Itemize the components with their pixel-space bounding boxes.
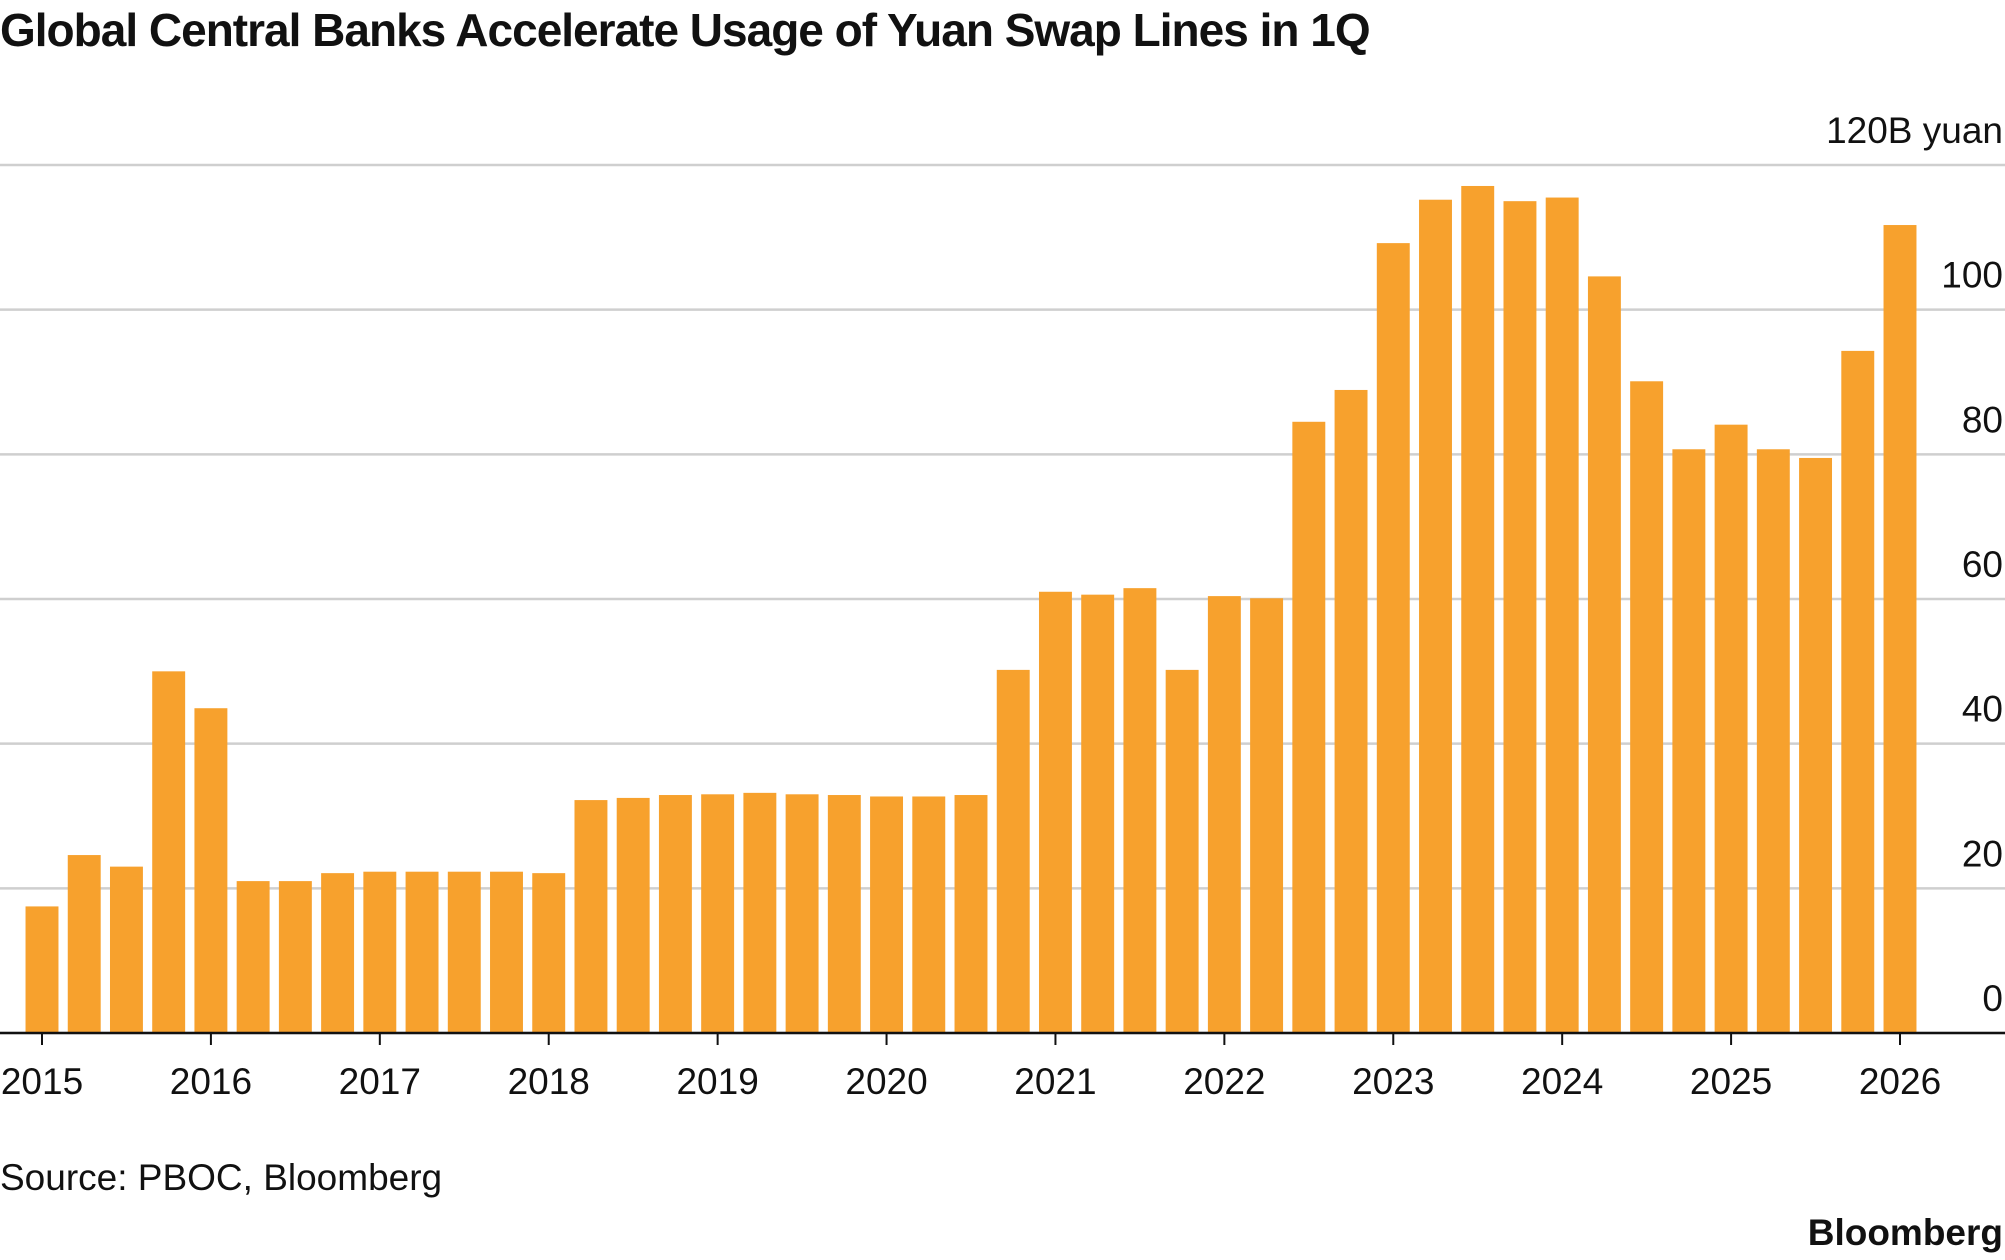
y-tick-label: 120B yuan	[1826, 110, 2003, 151]
bar	[109, 866, 143, 1033]
bar	[912, 796, 946, 1033]
bar	[743, 792, 777, 1033]
bar	[1630, 381, 1664, 1033]
bar	[1461, 185, 1495, 1033]
bar	[321, 873, 355, 1033]
y-tick-label: 40	[1962, 689, 2003, 730]
bar	[1376, 243, 1410, 1033]
bar	[1587, 276, 1621, 1034]
bar	[194, 708, 228, 1033]
bar	[236, 881, 270, 1033]
bar	[25, 906, 59, 1033]
y-tick-label: 80	[1962, 399, 2003, 440]
bar	[574, 800, 608, 1033]
bar	[701, 794, 735, 1033]
bar	[1545, 197, 1579, 1034]
bar	[1123, 588, 1157, 1033]
bar	[278, 881, 312, 1033]
bar	[1334, 389, 1368, 1033]
bar	[152, 671, 186, 1033]
bar	[447, 871, 481, 1033]
y-tick-label: 60	[1962, 544, 2003, 585]
source-note: Source: PBOC, Bloomberg	[0, 1157, 442, 1198]
x-tick-label: 2024	[1521, 1061, 1603, 1102]
bar	[532, 873, 566, 1033]
bar	[616, 797, 650, 1033]
bar	[658, 795, 692, 1033]
bar	[1207, 596, 1241, 1033]
bar	[1038, 591, 1072, 1033]
bar	[1714, 424, 1748, 1034]
bar	[1799, 457, 1833, 1033]
x-tick-label: 2019	[676, 1061, 758, 1102]
y-tick-label: 100	[1941, 255, 2003, 296]
bar	[996, 669, 1030, 1033]
bar	[785, 794, 819, 1033]
brand: Bloomberg	[1808, 1212, 2003, 1253]
x-tick-label: 2018	[508, 1061, 590, 1102]
x-tick-label: 2023	[1352, 1061, 1434, 1102]
x-tick-label: 2020	[845, 1061, 927, 1102]
bar	[1672, 449, 1706, 1033]
bar	[1419, 199, 1452, 1034]
bar	[1250, 598, 1284, 1033]
bar	[363, 871, 397, 1033]
bar	[1165, 669, 1199, 1033]
bar	[827, 795, 861, 1033]
bar	[870, 796, 904, 1033]
bar	[954, 795, 988, 1033]
bar	[1841, 350, 1875, 1033]
y-tick-label: 20	[1962, 833, 2003, 874]
bar	[1503, 201, 1537, 1033]
x-tick-label: 2015	[1, 1061, 83, 1102]
x-tick-label: 2016	[170, 1061, 252, 1102]
x-tick-label: 2017	[339, 1061, 421, 1102]
x-tick-label: 2026	[1859, 1061, 1941, 1102]
x-tick-label: 2025	[1690, 1061, 1772, 1102]
bar	[67, 855, 101, 1033]
bar	[1756, 449, 1790, 1033]
bar	[490, 871, 523, 1033]
chart-title: Global Central Banks Accelerate Usage of…	[0, 4, 1370, 56]
bar	[1292, 421, 1326, 1033]
y-tick-label: 0	[1982, 978, 2003, 1019]
x-tick-label: 2022	[1183, 1061, 1265, 1102]
bar	[405, 871, 439, 1033]
bar	[1081, 594, 1115, 1033]
x-tick-label: 2021	[1014, 1061, 1096, 1102]
bar	[1883, 225, 1917, 1033]
